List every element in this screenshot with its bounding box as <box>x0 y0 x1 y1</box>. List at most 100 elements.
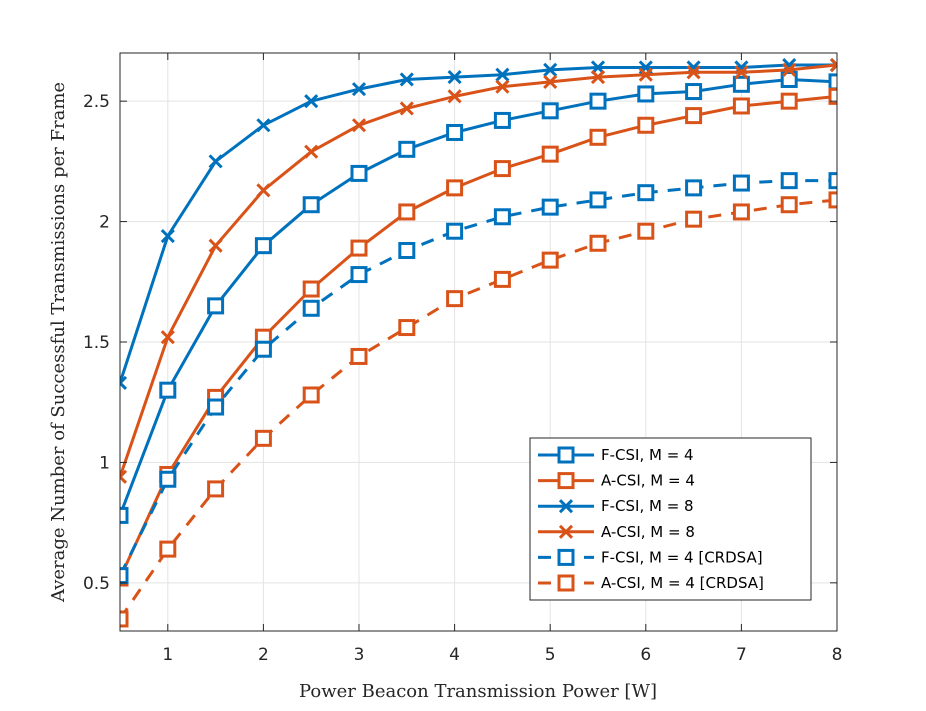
data-point <box>207 398 225 416</box>
legend: F-CSI, M = 4 A-CSI, M = 4 F-CSI, M = 8 A-CS… <box>529 437 812 601</box>
data-point <box>447 70 462 85</box>
legend-label: F-CSI, M = 4 <box>601 446 694 464</box>
data-point <box>302 386 320 404</box>
data-point <box>541 198 559 216</box>
y-tick-label: 0.5 <box>83 574 110 594</box>
legend-entry: F-CSI, M = 4 [CRDSA] <box>538 548 763 566</box>
data-point <box>828 191 837 209</box>
data-point <box>782 62 797 77</box>
data-point <box>207 480 225 498</box>
x-tick-label: 5 <box>545 645 556 665</box>
series-line <box>120 179 837 577</box>
data-point <box>446 123 464 141</box>
legend-label: A-CSI, M = 4 <box>601 472 695 490</box>
data-point <box>732 203 750 221</box>
data-point <box>541 102 559 120</box>
data-point <box>350 164 368 182</box>
series-6 <box>120 191 837 628</box>
tick-labels: 1 2 3 4 5 6 7 8 0.5 1 1.5 2 2.5 <box>83 92 842 665</box>
data-point <box>398 203 416 221</box>
data-point <box>732 174 750 192</box>
data-point <box>120 567 129 585</box>
data-point <box>780 172 798 190</box>
series-2 <box>120 87 837 587</box>
data-point <box>350 347 368 365</box>
y-tick-label: 1 <box>99 453 110 473</box>
data-point <box>159 381 177 399</box>
series-line <box>120 63 837 478</box>
data-point <box>160 330 175 345</box>
data-point <box>304 144 319 159</box>
x-tick-label: 1 <box>162 645 173 665</box>
data-point <box>446 222 464 240</box>
legend-box <box>529 437 812 601</box>
legend-entry: F-CSI, M = 8 <box>538 497 694 515</box>
legend-entry: A-CSI, M = 8 <box>538 523 695 541</box>
data-point <box>447 89 462 104</box>
data-point <box>493 270 511 288</box>
data-point <box>304 94 319 109</box>
series-4 <box>120 57 837 484</box>
data-point <box>637 116 655 134</box>
data-point <box>734 65 749 80</box>
data-point <box>351 118 367 133</box>
legend-label: A-CSI, M = 4 [CRDSA] <box>601 574 764 592</box>
data-point <box>732 97 750 115</box>
x-tick-label: 3 <box>354 645 365 665</box>
data-point <box>589 191 607 209</box>
data-point <box>590 70 606 85</box>
data-point <box>637 222 655 240</box>
data-point <box>589 128 607 146</box>
y-tick-label: 1.5 <box>83 333 110 353</box>
data-point <box>637 85 655 103</box>
series-5 <box>120 172 837 585</box>
series-line <box>120 78 837 516</box>
legend-entry: A-CSI, M = 4 [CRDSA] <box>538 574 764 592</box>
data-point <box>828 87 837 105</box>
data-point <box>685 107 703 125</box>
x-tick-label: 4 <box>449 645 460 665</box>
data-point <box>159 470 177 488</box>
x-tick-label: 2 <box>258 645 269 665</box>
series-1 <box>120 70 837 524</box>
plot-area <box>119 52 838 632</box>
data-point <box>493 111 511 129</box>
legend-items: F-CSI, M = 4 A-CSI, M = 4 F-CSI, M = 8 A-CS… <box>538 446 764 592</box>
data-point <box>828 73 837 91</box>
data-point <box>446 290 464 308</box>
legend-entry: A-CSI, M = 4 <box>538 472 695 490</box>
series-line <box>120 63 837 384</box>
data-point <box>160 228 175 244</box>
data-point <box>495 79 510 94</box>
series-line <box>120 94 837 579</box>
data-point <box>493 160 511 178</box>
data-point <box>685 83 703 101</box>
x-tick-label: 6 <box>640 645 651 665</box>
legend-marker <box>557 446 575 464</box>
legend-marker <box>558 524 574 539</box>
legend-label: F-CSI, M = 4 [CRDSA] <box>601 548 763 566</box>
data-point <box>495 67 510 82</box>
data-point <box>780 196 798 214</box>
data-point <box>446 179 464 197</box>
data-point <box>208 238 223 253</box>
data-point <box>256 118 271 133</box>
data-point <box>254 340 272 358</box>
data-point <box>543 62 558 77</box>
data-point <box>589 92 607 110</box>
data-point <box>398 241 416 259</box>
legend-label: F-CSI, M = 8 <box>601 497 694 515</box>
data-point <box>543 74 558 89</box>
legend-marker <box>557 574 575 592</box>
data-point <box>399 101 414 116</box>
x-axis-label: Power Beacon Transmission Power [W] <box>299 681 657 702</box>
data-point <box>120 375 128 391</box>
data-point <box>351 82 367 97</box>
tick-marks <box>120 53 838 631</box>
data-point <box>120 610 129 628</box>
series-layer <box>120 57 837 628</box>
data-point <box>541 145 559 163</box>
data-point <box>207 297 225 315</box>
data-point <box>350 266 368 284</box>
